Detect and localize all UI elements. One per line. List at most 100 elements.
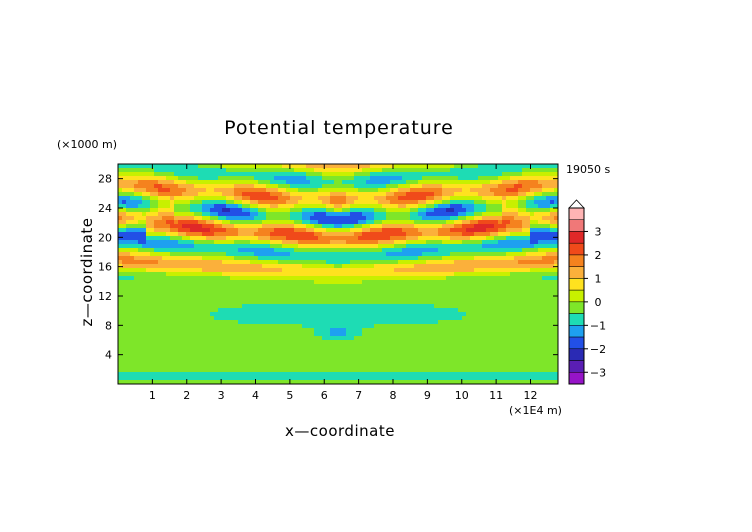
heatmap-cell: [334, 240, 339, 245]
heatmap-cell: [126, 332, 131, 337]
heatmap-cell: [222, 340, 227, 345]
heatmap-cell: [306, 168, 311, 173]
heatmap-cell: [318, 164, 323, 169]
heatmap-cell: [146, 212, 151, 217]
heatmap-cell: [150, 336, 155, 341]
heatmap-cell: [450, 264, 455, 269]
heatmap-cell: [482, 168, 487, 173]
heatmap-cell: [218, 244, 223, 249]
heatmap-cell: [346, 184, 351, 189]
heatmap-cell: [430, 228, 435, 233]
heatmap-cell: [174, 180, 179, 185]
heatmap-cell: [262, 164, 267, 169]
heatmap-cell: [450, 296, 455, 301]
heatmap-cell: [398, 172, 403, 177]
heatmap-cell: [486, 176, 491, 181]
heatmap-cell: [450, 256, 455, 261]
heatmap-cell: [334, 236, 339, 241]
heatmap-cell: [550, 324, 555, 329]
heatmap-cell: [258, 236, 263, 241]
heatmap-cell: [278, 188, 283, 193]
heatmap-cell: [286, 248, 291, 253]
heatmap-cell: [118, 256, 123, 261]
heatmap-cell: [450, 340, 455, 345]
heatmap-cell: [502, 264, 507, 269]
heatmap-cell: [394, 208, 399, 213]
heatmap-cell: [130, 292, 135, 297]
heatmap-cell: [306, 216, 311, 221]
heatmap-cell: [294, 316, 299, 321]
heatmap-cell: [202, 276, 207, 281]
heatmap-cell: [278, 304, 283, 309]
heatmap-cell: [218, 268, 223, 273]
heatmap-cell: [178, 220, 183, 225]
heatmap-cell: [422, 308, 427, 313]
heatmap-cell: [402, 168, 407, 173]
heatmap-cell: [310, 292, 315, 297]
heatmap-cell: [498, 268, 503, 273]
heatmap-cell: [414, 228, 419, 233]
heatmap-cell: [298, 308, 303, 313]
heatmap-cell: [390, 184, 395, 189]
heatmap-cell: [266, 176, 271, 181]
heatmap-cell: [398, 220, 403, 225]
heatmap-cell: [246, 172, 251, 177]
heatmap-cell: [206, 200, 211, 205]
heatmap-cell: [478, 272, 483, 277]
heatmap-cell: [154, 340, 159, 345]
heatmap-cell: [130, 216, 135, 221]
heatmap-cell: [130, 252, 135, 257]
heatmap-cell: [278, 168, 283, 173]
heatmap-cell: [538, 236, 543, 241]
heatmap-cell: [222, 284, 227, 289]
heatmap-cell: [346, 288, 351, 293]
heatmap-cell: [446, 248, 451, 253]
heatmap-cell: [454, 316, 459, 321]
heatmap-cell: [502, 296, 507, 301]
heatmap-cell: [282, 312, 287, 317]
heatmap-cell: [490, 216, 495, 221]
heatmap-cell: [182, 332, 187, 337]
heatmap-cell: [462, 236, 467, 241]
heatmap-cell: [206, 276, 211, 281]
heatmap-cell: [254, 232, 259, 237]
heatmap-cell: [262, 192, 267, 197]
heatmap-cell: [494, 224, 499, 229]
heatmap-cell: [506, 236, 511, 241]
heatmap-cell: [366, 316, 371, 321]
heatmap-cell: [494, 324, 499, 329]
heatmap-cell: [302, 268, 307, 273]
heatmap-cell: [482, 224, 487, 229]
heatmap-cell: [362, 164, 367, 169]
heatmap-cell: [158, 228, 163, 233]
heatmap-cell: [470, 288, 475, 293]
heatmap-cell: [290, 172, 295, 177]
heatmap-cell: [538, 248, 543, 253]
heatmap-cell: [210, 188, 215, 193]
heatmap-cell: [178, 284, 183, 289]
heatmap-cell: [158, 340, 163, 345]
heatmap-cell: [334, 248, 339, 253]
heatmap-cell: [410, 232, 415, 237]
heatmap-cell: [206, 308, 211, 313]
heatmap-cell: [538, 316, 543, 321]
heatmap-cell: [286, 300, 291, 305]
heatmap-cell: [318, 292, 323, 297]
heatmap-cell: [118, 340, 123, 345]
heatmap-cell: [346, 232, 351, 237]
heatmap-cell: [542, 264, 547, 269]
heatmap-cell: [386, 328, 391, 333]
heatmap-cell: [118, 248, 123, 253]
heatmap-cell: [258, 216, 263, 221]
heatmap-cell: [294, 264, 299, 269]
heatmap-cell: [446, 264, 451, 269]
heatmap-cell: [386, 196, 391, 201]
heatmap-cell: [430, 256, 435, 261]
heatmap-cell: [154, 268, 159, 273]
heatmap-cell: [222, 212, 227, 217]
heatmap-cell: [362, 312, 367, 317]
heatmap-cell: [482, 260, 487, 265]
heatmap-cell: [190, 316, 195, 321]
heatmap-cell: [242, 196, 247, 201]
heatmap-cell: [270, 300, 275, 305]
